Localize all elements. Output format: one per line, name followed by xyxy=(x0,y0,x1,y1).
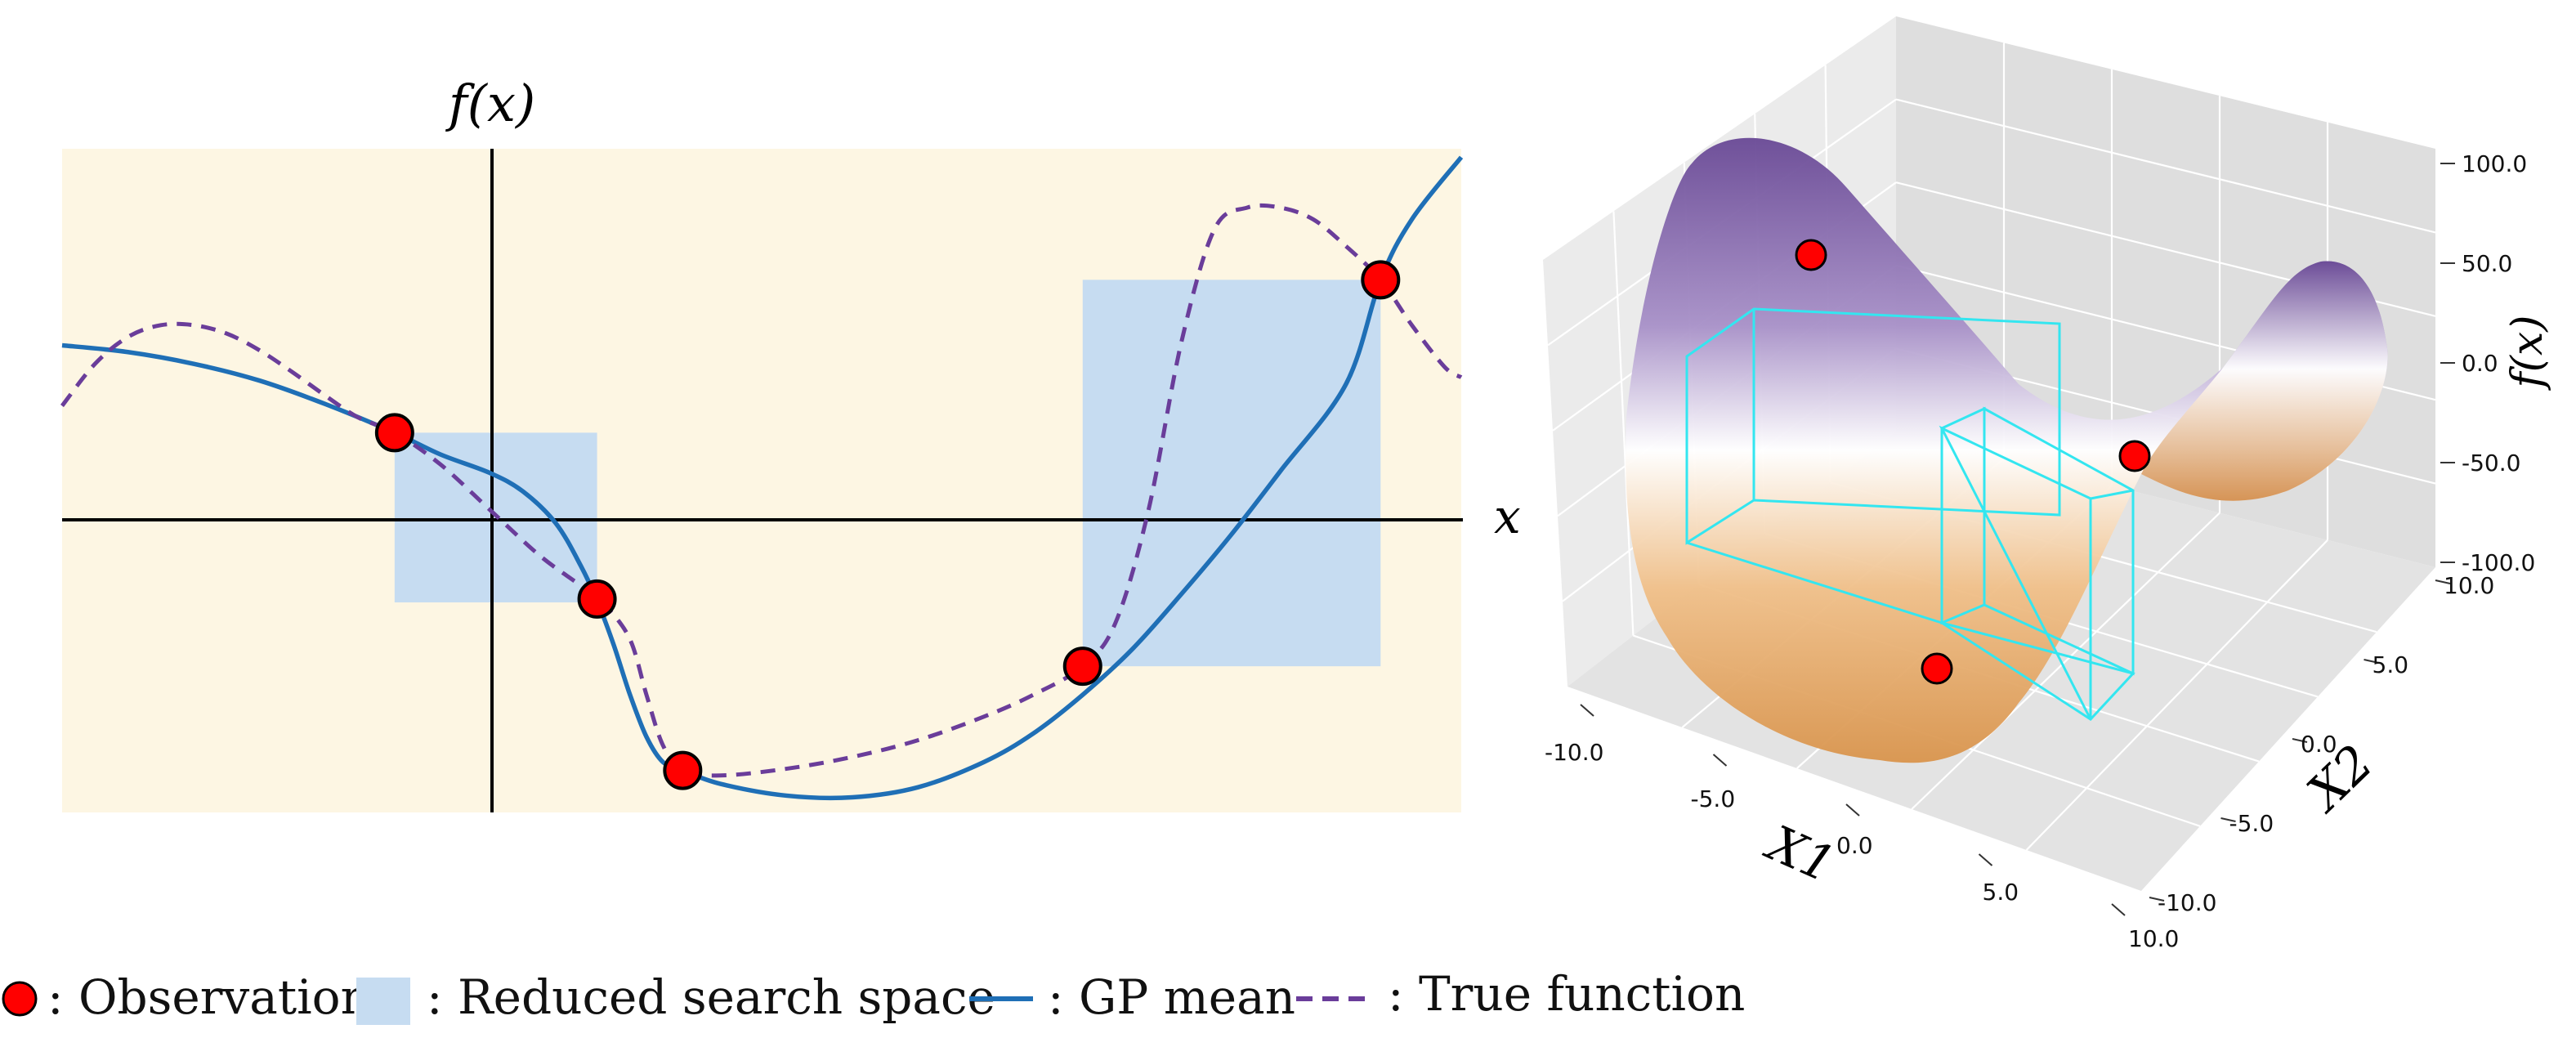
z-tick-label: 50.0 xyxy=(2462,250,2512,277)
x-tick-label: -5.0 xyxy=(1691,785,1736,812)
observations-3d xyxy=(1795,239,2151,685)
legend-observation-label: : Observation xyxy=(47,969,371,1025)
legend-observation-marker xyxy=(2,981,38,1017)
observation-point xyxy=(1062,647,1102,687)
observation-point xyxy=(1361,260,1401,300)
x-axis-title: x xyxy=(1494,489,1521,544)
z-tick-label: 0.0 xyxy=(2462,350,2498,377)
y-tick-mark xyxy=(2149,897,2165,902)
svg-text:f(x): f(x) xyxy=(2503,315,2552,391)
gp-panel: f(x) x xyxy=(60,74,1521,812)
y-tick-mark xyxy=(2364,659,2379,664)
x-tick-label: 10.0 xyxy=(2128,925,2179,952)
observation-3d-point xyxy=(2118,440,2151,472)
z-tick-label: 100.0 xyxy=(2462,150,2527,177)
grid-line xyxy=(1895,98,2436,234)
legend-reduced-label: : Reduced search space xyxy=(427,969,995,1025)
z-tick-label: -50.0 xyxy=(2462,450,2520,477)
x-tick-mark xyxy=(2111,903,2126,916)
surface-right-lobe xyxy=(2141,261,2388,501)
search-box-3d xyxy=(1685,307,2135,721)
grid-line xyxy=(1612,211,1635,636)
legend-true-function-label: : True function xyxy=(1388,966,1745,1022)
true-function-line xyxy=(60,203,1463,778)
x-tick-label: 0.0 xyxy=(1836,832,1873,859)
x-tick-mark xyxy=(1845,803,1860,817)
legend-gp-mean-label: : GP mean xyxy=(1048,969,1295,1025)
observation-point xyxy=(663,750,703,790)
observation-point xyxy=(577,579,617,619)
y-tick-label: -10.0 xyxy=(2158,889,2216,916)
observation-3d-point xyxy=(1795,239,1827,271)
y-tick-label: 5.0 xyxy=(2373,651,2409,678)
x-tick-label: 5.0 xyxy=(1983,879,2019,906)
observation-3d-point xyxy=(1921,652,1953,685)
legend: : Observation : Reduced search space : G… xyxy=(2,966,1745,1025)
y-tick-mark xyxy=(2435,579,2451,584)
y-axis-ticks: -10.0 -5.0 0.0 5.0 10.0 xyxy=(2149,572,2494,916)
x-axis-ticks: -10.0 -5.0 0.0 5.0 10.0 xyxy=(1545,704,2179,952)
x-tick-mark xyxy=(1580,704,1594,717)
legend-reduced-marker xyxy=(356,978,410,1025)
z-axis-ticks: 100.0 50.0 0.0 -50.0 -100.0 xyxy=(2440,150,2535,576)
x-tick-mark xyxy=(1712,754,1728,767)
surface xyxy=(1626,137,2388,763)
grid-line xyxy=(2025,539,2328,851)
observations-layer xyxy=(374,260,1401,790)
y-tick-label: -5.0 xyxy=(2229,810,2274,837)
svg-text:X1: X1 xyxy=(1756,814,1843,894)
y-tick-mark xyxy=(2292,738,2308,743)
y-tick-label: 10.0 xyxy=(2444,572,2494,599)
reduced-search-box xyxy=(1082,280,1381,667)
z-tick-label: -100.0 xyxy=(2462,549,2535,576)
z-axis-title: f(x) xyxy=(2503,315,2552,391)
y-axis-title: f(x) xyxy=(445,74,535,133)
y-tick-mark xyxy=(2220,817,2236,822)
observation-point xyxy=(374,413,414,453)
x1-axis-title: X1 xyxy=(1756,814,1843,894)
y-tick-label: 0.0 xyxy=(2301,731,2337,758)
x-tick-label: -10.0 xyxy=(1545,739,1603,766)
x-tick-mark xyxy=(1978,853,1993,866)
surface-panel: 100.0 50.0 0.0 -50.0 -100.0 -10.0 -5.0 0.0 5.0 1… xyxy=(1543,16,2552,952)
grid-line xyxy=(1911,512,2220,810)
